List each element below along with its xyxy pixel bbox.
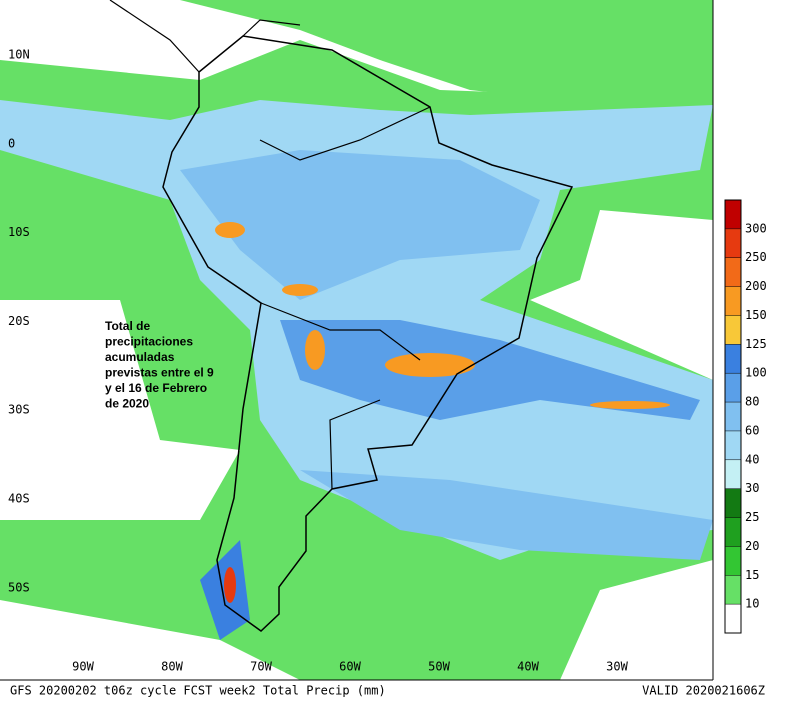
- colorbar-label: 20: [745, 539, 759, 553]
- colorbar-swatch: [725, 344, 741, 374]
- colorbar-swatch: [725, 315, 741, 345]
- lat-label: 10S: [8, 225, 30, 239]
- annotation-line: precipitaciones: [105, 335, 193, 349]
- colorbar-swatch: [725, 604, 741, 633]
- annotation-line: acumuladas: [105, 350, 175, 364]
- colorbar-swatch: [725, 200, 741, 229]
- precip-max: [385, 353, 475, 377]
- precip-area: [0, 0, 713, 110]
- lat-label: 40S: [8, 492, 30, 506]
- colorbar-label: 300: [745, 221, 767, 235]
- lat-label: 30S: [8, 403, 30, 417]
- footer-right: VALID 2020021606Z: [642, 684, 765, 698]
- precip-max: [590, 401, 670, 409]
- colorbar-swatch: [725, 517, 741, 547]
- colorbar-label: 250: [745, 250, 767, 264]
- border: [109, 0, 431, 490]
- lat-label: 10N: [8, 48, 30, 62]
- colorbar-label: 60: [745, 423, 759, 437]
- annotation-line: de 2020: [105, 397, 149, 411]
- colorbar-swatch: [725, 228, 741, 258]
- lon-label: 60W: [339, 660, 361, 674]
- colorbar-label: 100: [745, 366, 767, 380]
- lon-label: 30W: [606, 660, 628, 674]
- annotation-line: Total de: [105, 319, 150, 333]
- lat-label: 50S: [8, 580, 30, 594]
- precip-area: [300, 470, 713, 560]
- colorbar-label: 30: [745, 481, 759, 495]
- precip-area: [280, 320, 700, 420]
- lat-label: 0: [8, 136, 15, 150]
- lon-label: 90W: [72, 660, 94, 674]
- colorbar-frame: [724, 199, 742, 634]
- colorbar-label: 80: [745, 395, 759, 409]
- lon-label: 50W: [428, 660, 450, 674]
- colorbar-swatch: [725, 402, 741, 431]
- colorbar-label: 125: [745, 337, 767, 351]
- colorbar-swatch: [725, 488, 741, 518]
- annotation-line: y el 16 de Febrero: [105, 381, 207, 395]
- precip-field: [0, 0, 713, 680]
- precip-max: [282, 284, 318, 296]
- colorbar-swatch: [725, 575, 741, 605]
- colorbar-label: 25: [745, 510, 759, 524]
- precip-max: [305, 330, 325, 370]
- lon-label: 40W: [517, 660, 539, 674]
- annotation-line: previstas entre el 9: [105, 366, 214, 380]
- precip-max: [224, 567, 236, 603]
- colorbar-swatch: [725, 546, 741, 576]
- colorbar-swatch: [725, 373, 741, 403]
- colorbar-swatch: [725, 257, 741, 287]
- colorbar-swatch: [725, 459, 741, 489]
- colorbar-swatch: [725, 286, 741, 316]
- precip-max: [215, 222, 245, 238]
- colorbar-swatch: [725, 430, 741, 460]
- colorbar-label: 40: [745, 452, 759, 466]
- lat-label: 20S: [8, 314, 30, 328]
- coastline: [162, 35, 574, 632]
- lon-label: 70W: [250, 660, 272, 674]
- colorbar-label: 15: [745, 568, 759, 582]
- colorbar-label: 200: [745, 279, 767, 293]
- lon-label: 80W: [161, 660, 183, 674]
- footer-left: GFS 20200202 t06z cycle FCST week2 Total…: [10, 684, 386, 698]
- colorbar-label: 150: [745, 308, 767, 322]
- colorbar-label: 10: [745, 597, 759, 611]
- precip-area: [180, 150, 540, 300]
